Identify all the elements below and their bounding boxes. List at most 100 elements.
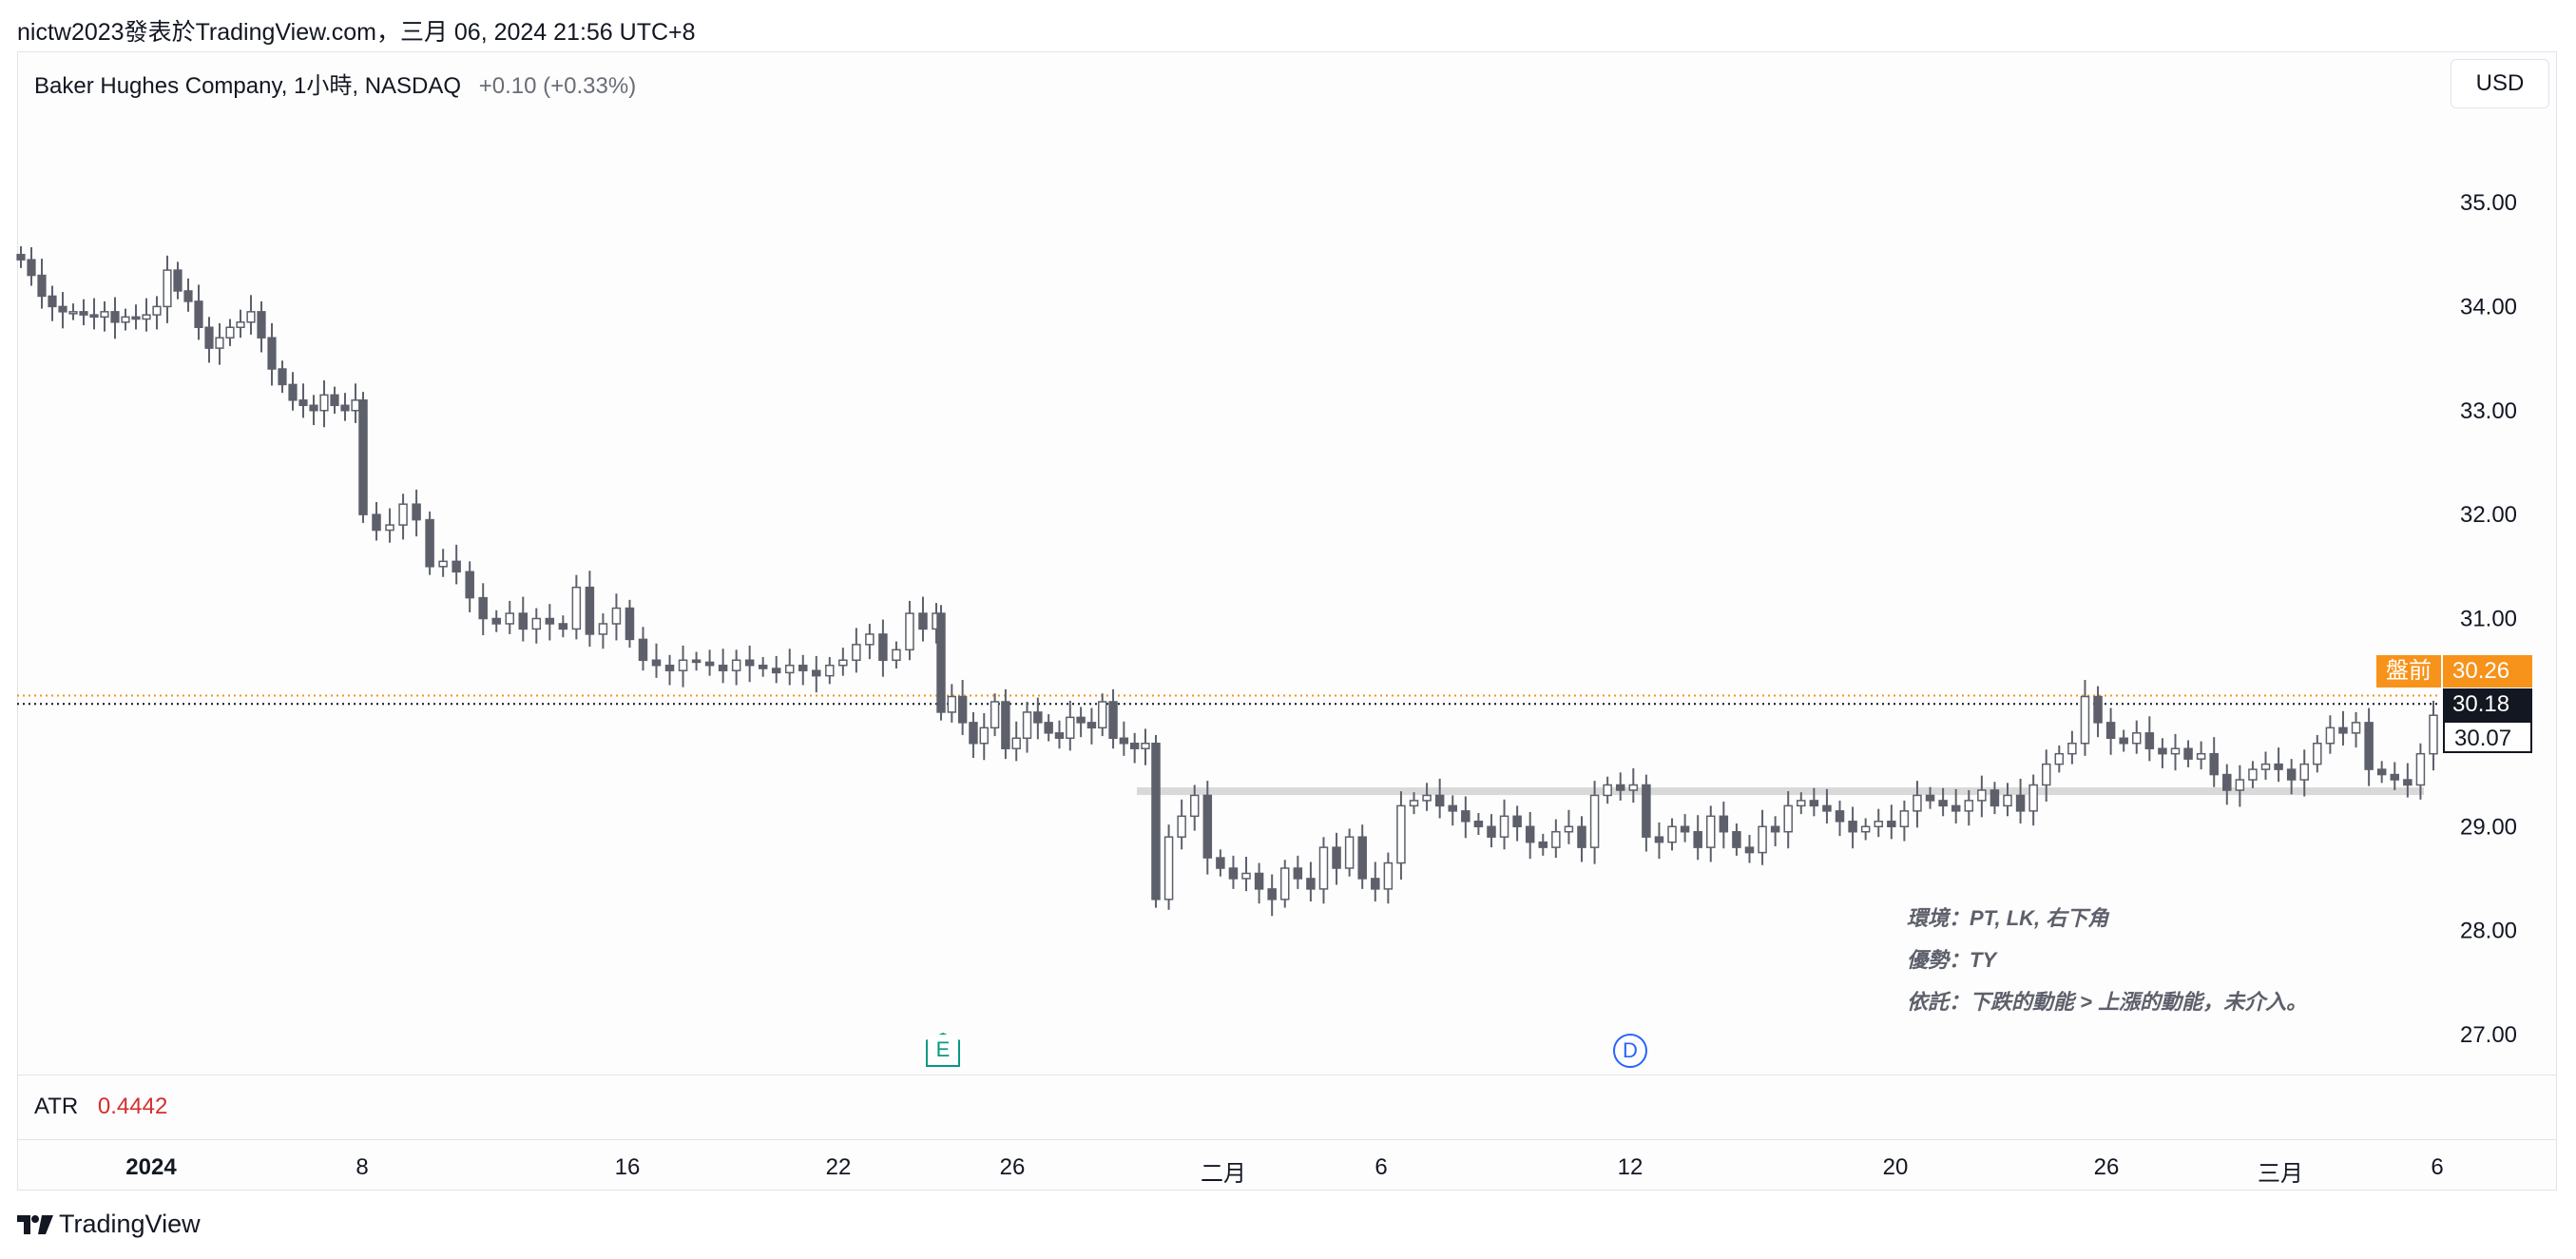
candle-body[interactable] [1744, 846, 1755, 854]
candle-body[interactable] [1860, 825, 1871, 833]
candle-body[interactable] [278, 368, 287, 386]
candle-body[interactable] [1396, 804, 1406, 864]
candle-body[interactable] [1783, 804, 1793, 833]
candle-body[interactable] [1054, 732, 1065, 740]
candle-body[interactable] [1925, 794, 1935, 802]
candle-body[interactable] [2183, 747, 2193, 760]
candle-body[interactable] [2093, 695, 2103, 724]
candle-body[interactable] [2067, 743, 2077, 755]
candle-body[interactable] [969, 722, 978, 745]
candle-body[interactable] [1280, 867, 1290, 901]
candle-body[interactable] [173, 269, 183, 292]
candle-body[interactable] [1628, 784, 1639, 791]
candle-body[interactable] [236, 321, 245, 328]
candle-body[interactable] [1499, 815, 1509, 838]
candle-body[interactable] [298, 399, 308, 407]
candle-body[interactable] [1022, 711, 1032, 740]
candle-body[interactable] [651, 659, 662, 667]
candle-body[interactable] [825, 664, 835, 677]
candle-body[interactable] [2235, 779, 2245, 791]
symbol-legend[interactable]: Baker Hughes Company, 1小時, NASDAQ +0.10 … [34, 67, 636, 100]
candle-body[interactable] [1770, 825, 1780, 833]
candle-body[interactable] [1822, 804, 1832, 812]
candle-body[interactable] [2132, 732, 2142, 745]
candle-body[interactable] [865, 633, 875, 646]
candle-body[interactable] [1835, 810, 1845, 823]
candle-body[interactable] [2376, 768, 2387, 776]
candle-body[interactable] [2158, 747, 2167, 755]
candle-body[interactable] [892, 649, 901, 661]
candle-body[interactable] [1141, 743, 1150, 749]
candle-body[interactable] [2286, 768, 2297, 781]
candle-body[interactable] [385, 524, 394, 532]
candle-body[interactable] [1732, 830, 1741, 848]
candle-body[interactable] [1577, 825, 1586, 848]
candle-body[interactable] [691, 659, 702, 664]
atr-legend[interactable]: ATR 0.4442 [34, 1094, 167, 1120]
candle-body[interactable] [664, 664, 675, 671]
candle-body[interactable] [1913, 794, 1922, 812]
candle-body[interactable] [585, 586, 595, 635]
candle-body[interactable] [2351, 722, 2361, 734]
candle-body[interactable] [771, 668, 781, 674]
candle-body[interactable] [1129, 743, 1140, 749]
candle-body[interactable] [1383, 862, 1394, 890]
candle-body[interactable] [1848, 821, 1857, 833]
candle-body[interactable] [330, 394, 339, 407]
candle-body[interactable] [309, 404, 318, 412]
candle-body[interactable] [1001, 701, 1010, 749]
candle-body[interactable] [1887, 821, 1896, 827]
candle-body[interactable] [1564, 825, 1574, 833]
candle-body[interactable] [1033, 711, 1043, 724]
candle-body[interactable] [1241, 872, 1251, 880]
candle-body[interactable] [798, 664, 808, 671]
candle-body[interactable] [704, 661, 715, 667]
candle-body[interactable] [1589, 794, 1600, 848]
candle-body[interactable] [1332, 846, 1341, 869]
candle-body[interactable] [16, 253, 26, 261]
candle-body[interactable] [1409, 800, 1419, 807]
candle-body[interactable] [1254, 872, 1264, 890]
candle-body[interactable] [1448, 804, 1457, 812]
candle-body[interactable] [1098, 701, 1107, 729]
candle-body[interactable] [358, 399, 368, 515]
candle-body[interactable] [1318, 846, 1329, 890]
candle-body[interactable] [288, 383, 298, 401]
candle-body[interactable] [718, 664, 728, 671]
candle-body[interactable] [2222, 773, 2232, 791]
candle-body[interactable] [1371, 878, 1380, 890]
chart-frame[interactable] [17, 51, 2557, 1191]
candle-body[interactable] [2390, 773, 2400, 781]
candle-body[interactable] [1422, 794, 1432, 802]
candle-body[interactable] [183, 290, 193, 302]
candle-body[interactable] [1512, 815, 1522, 827]
candle-body[interactable] [531, 617, 542, 630]
candle-body[interactable] [2403, 779, 2413, 786]
candle-body[interactable] [142, 314, 151, 320]
candle-body[interactable] [2105, 722, 2116, 740]
candle-body[interactable] [1461, 810, 1471, 823]
candle-body[interactable] [2015, 794, 2026, 812]
candle-body[interactable] [131, 316, 141, 320]
candle-body[interactable] [979, 726, 989, 745]
candle-body[interactable] [27, 259, 36, 277]
candle-body[interactable] [1758, 825, 1767, 854]
candle-body[interactable] [319, 394, 329, 412]
candle-body[interactable] [2003, 794, 2012, 807]
candle-body[interactable] [1228, 867, 1239, 880]
candle-body[interactable] [905, 612, 914, 651]
candle-body[interactable] [465, 571, 474, 599]
candle-body[interactable] [1086, 722, 1097, 729]
candle-body[interactable] [2364, 722, 2374, 770]
candle-body[interactable] [1654, 836, 1664, 843]
candle-body[interactable] [1899, 810, 1910, 827]
candle-body[interactable] [1551, 830, 1561, 848]
candle-body[interactable] [478, 596, 488, 620]
candle-body[interactable] [2274, 763, 2283, 770]
candle-body[interactable] [491, 617, 501, 625]
candle-body[interactable] [412, 503, 421, 521]
candle-body[interactable] [1719, 815, 1729, 833]
candle-body[interactable] [257, 311, 266, 339]
candle-body[interactable] [68, 311, 78, 315]
candle-body[interactable] [204, 326, 214, 349]
